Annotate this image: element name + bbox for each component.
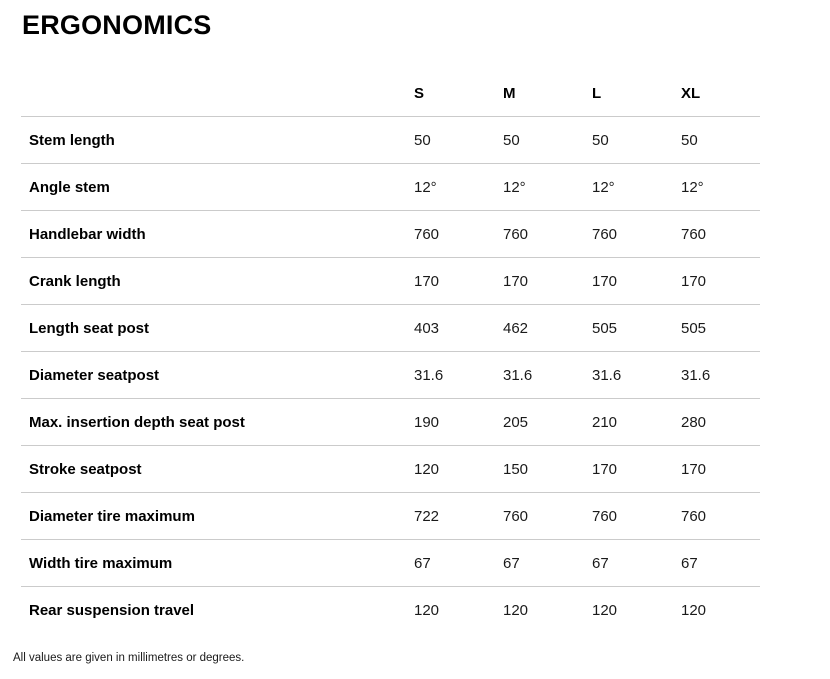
table-cell: 170	[503, 257, 592, 305]
table-cell: 31.6	[592, 351, 681, 399]
table-body: Stem length 50 50 50 50 Angle stem 12° 12° 12° 12…	[21, 116, 760, 634]
table-cell: 120	[681, 601, 707, 619]
table-cell: 12°	[414, 163, 503, 211]
row-label: Angle stem	[21, 163, 414, 211]
table-row: Handlebar width 760 760 760 760	[21, 210, 760, 258]
table-cell: 12°	[592, 163, 681, 211]
row-label: Diameter tire maximum	[21, 492, 414, 540]
table-cell: 760	[592, 210, 681, 258]
table-cell: 12°	[681, 163, 760, 211]
table-cell: 50	[592, 116, 681, 164]
table-cell: 67	[414, 539, 503, 587]
row-label: Diameter seatpost	[21, 351, 414, 399]
table-cell: 120	[414, 601, 440, 619]
table-cell: 50	[503, 116, 592, 164]
row-header-spacer	[21, 70, 414, 117]
table-header: S M L XL	[21, 70, 760, 117]
row-label: Length seat post	[21, 304, 414, 352]
table-cell: 50	[414, 116, 503, 164]
table-cell: 760	[681, 492, 760, 540]
row-label: Stem length	[21, 116, 414, 164]
table-row: Width tire maximum 67 67 67 67	[21, 539, 760, 587]
table-cell: 67	[681, 539, 760, 587]
table-cell: 170	[414, 257, 503, 305]
table-cell: 31.6	[681, 351, 760, 399]
row-label: Crank length	[21, 257, 414, 305]
row-label: Handlebar width	[21, 210, 414, 258]
row-label: Rear suspension travel	[29, 601, 195, 619]
table-cell: 205	[503, 398, 592, 446]
table-cell: 31.6	[414, 351, 503, 399]
row-label: Width tire maximum	[21, 539, 414, 587]
row-label: Max. insertion depth seat post	[21, 398, 414, 446]
table-cell: 505	[681, 304, 760, 352]
table-cell: 120	[503, 601, 529, 619]
column-header-xl: XL	[681, 70, 760, 117]
table-cell: 67	[503, 539, 592, 587]
column-header-m: M	[503, 70, 592, 117]
table-cell: 403	[414, 304, 503, 352]
table-cell: 150	[503, 445, 592, 493]
table-cell: 462	[503, 304, 592, 352]
table-cell: 760	[503, 210, 592, 258]
table-cell: 760	[592, 492, 681, 540]
table-cell: 760	[681, 210, 760, 258]
table-cell: 120	[414, 445, 503, 493]
table-cell: 67	[592, 539, 681, 587]
table-row: Stem length 50 50 50 50	[21, 116, 760, 164]
table-row: Crank length 170 170 170 170	[21, 257, 760, 305]
table-row: Rear suspension travel 120 120 120 120	[21, 587, 760, 634]
table-cell: 505	[592, 304, 681, 352]
table-cell: 722	[414, 492, 503, 540]
units-footnote: All values are given in millimetres or d…	[13, 652, 245, 664]
row-label: Stroke seatpost	[21, 445, 414, 493]
page-title: ERGONOMICS	[22, 10, 212, 40]
table-cell: 280	[681, 398, 760, 446]
column-header-l: L	[592, 70, 681, 117]
table-cell: 170	[592, 445, 681, 493]
table-cell: 760	[414, 210, 503, 258]
table-cell: 210	[592, 398, 681, 446]
table-row: Length seat post 403 462 505 505	[21, 304, 760, 352]
table-row: Angle stem 12° 12° 12° 12°	[21, 163, 760, 211]
table-cell: 12°	[503, 163, 592, 211]
table-cell: 50	[681, 116, 760, 164]
table-cell: 190	[414, 398, 503, 446]
table-row: Diameter seatpost 31.6 31.6 31.6 31.6	[21, 351, 760, 399]
table-cell: 31.6	[503, 351, 592, 399]
table-cell: 120	[592, 601, 618, 619]
table-cell: 170	[681, 445, 760, 493]
column-header-s: S	[414, 70, 503, 117]
table-row: Max. insertion depth seat post 190 205 210 2…	[21, 398, 760, 446]
ergonomics-spec-table: S M L XL Stem length 50 50 50 50 Angle stem 12° 12…	[21, 70, 760, 633]
table-row: Stroke seatpost 120 150 170 170	[21, 445, 760, 493]
table-cell: 760	[503, 492, 592, 540]
table-cell: 170	[681, 257, 760, 305]
table-cell: 170	[592, 257, 681, 305]
table-row: Diameter tire maximum 722 760 760 760	[21, 492, 760, 540]
header-row: S M L XL	[21, 70, 760, 117]
